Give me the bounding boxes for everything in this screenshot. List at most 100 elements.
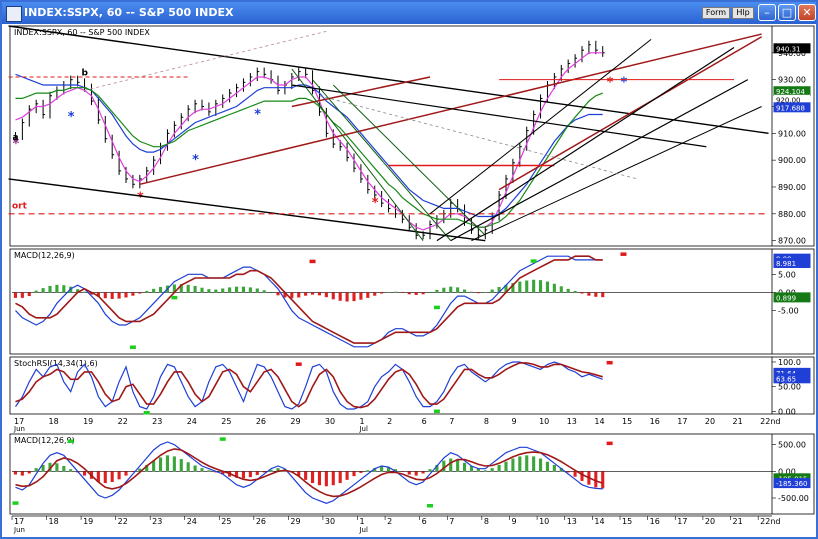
x-tick-label: 1 <box>359 517 364 526</box>
histogram-bar <box>352 292 356 302</box>
histogram-bar <box>469 291 474 293</box>
histogram-bar <box>469 466 474 472</box>
price-label-box <box>773 43 811 54</box>
series-line-0 <box>15 361 603 410</box>
price-label-box <box>773 292 811 303</box>
histogram-bar <box>262 290 266 293</box>
help-button[interactable]: Hlp <box>732 7 754 19</box>
histogram-bar <box>338 471 342 484</box>
x-tick-label-mid: 30 <box>325 417 335 426</box>
signal-marker <box>219 437 226 441</box>
histogram-bar <box>193 285 197 293</box>
x-tick-label: 7 <box>449 517 454 526</box>
x-tick-label: 22 <box>118 517 128 526</box>
uptrend-fan-1 <box>436 46 735 242</box>
histogram-bar <box>525 280 529 293</box>
x-tick-label-mid: 2 <box>387 417 392 426</box>
histogram-bar <box>283 292 287 298</box>
x-tick-label-mid: 1 <box>359 417 364 426</box>
histogram-bar <box>366 470 370 472</box>
form-button[interactable]: Form <box>702 7 730 19</box>
histogram-bar <box>186 284 190 293</box>
histogram-bar <box>297 471 301 477</box>
histogram-bar <box>366 292 370 298</box>
signal-marker <box>295 362 302 366</box>
histogram-bar <box>414 292 418 295</box>
x-month-label-mid: Jul <box>358 425 368 433</box>
y-tick-label: 930.00 <box>778 76 806 85</box>
x-tick-label-mid: 7 <box>449 417 454 426</box>
histogram-bar <box>573 471 577 477</box>
histogram-bar <box>269 292 273 293</box>
x-tick-label: 29 <box>290 517 300 526</box>
histogram-bar <box>518 281 522 293</box>
histogram-bar <box>483 470 487 472</box>
histogram-bar <box>152 460 156 472</box>
green-trend-2 <box>312 79 452 241</box>
signal-marker <box>143 411 150 415</box>
y-tick-label: 50.00 <box>778 383 801 392</box>
histogram-bar <box>428 292 432 293</box>
x-tick-label-mid: 29 <box>290 417 300 426</box>
histogram-bar <box>138 292 142 294</box>
annotation: * <box>137 191 144 206</box>
maximize-button[interactable]: □ <box>778 4 796 21</box>
histogram-bar <box>69 469 73 472</box>
histogram-bar <box>234 471 239 478</box>
price-label: 8.981 <box>776 260 796 268</box>
app-icon[interactable] <box>6 6 22 22</box>
histogram-bar <box>145 464 149 472</box>
y-tick-label: -5.00 <box>778 307 799 316</box>
histogram-bar <box>179 284 183 293</box>
histogram-bar <box>462 289 467 293</box>
histogram-bar <box>310 292 315 295</box>
green-trend-3 <box>332 84 486 236</box>
title-bar: INDEX:SSPX, 60 -- S&P 500 INDEX Form Hlp… <box>2 2 816 24</box>
histogram-bar <box>241 471 246 479</box>
signal-marker <box>129 345 136 349</box>
histogram-bar <box>317 292 322 296</box>
y-tick-label: 890.00 <box>778 183 806 192</box>
histogram-bar <box>110 471 114 482</box>
x-tick-label-mid: 13 <box>567 417 577 426</box>
histogram-bar <box>186 462 190 472</box>
annotation: * <box>68 110 75 125</box>
red-channel-upper <box>498 36 763 191</box>
minimize-button[interactable]: – <box>758 4 776 21</box>
annotation: * <box>254 108 261 123</box>
x-tick-label-mid: 25 <box>221 417 231 426</box>
y-tick-label: -500.00 <box>778 494 809 503</box>
histogram-bar <box>152 288 156 293</box>
histogram-bar <box>276 468 280 472</box>
histogram-bar <box>48 462 52 472</box>
series-line-1 <box>15 448 603 498</box>
histogram-bar <box>110 292 114 299</box>
histogram-bar <box>559 286 563 293</box>
histogram-bar <box>380 292 384 294</box>
histogram-bar <box>331 292 335 300</box>
histogram-bar <box>13 471 18 475</box>
histogram-bar <box>386 292 391 293</box>
signal-marker <box>427 504 433 508</box>
histogram-bar <box>545 461 550 472</box>
histogram-bar <box>179 459 183 472</box>
y-tick-label: 5.00 <box>778 270 796 279</box>
left-label: ort <box>12 201 28 211</box>
panel-frame <box>9 248 815 355</box>
histogram-bar <box>124 292 128 298</box>
x-tick-label-mid: 14 <box>594 417 604 426</box>
x-tick-label-mid: 17 <box>677 417 687 426</box>
series-line-1 <box>15 255 603 344</box>
histogram-bar <box>331 471 335 486</box>
x-tick-label: 9 <box>511 517 516 526</box>
x-tick-label: 25 <box>221 517 231 526</box>
x-tick-label-mid: 18 <box>49 417 59 426</box>
signal-marker <box>433 305 440 310</box>
histogram-bar <box>221 471 225 475</box>
close-button[interactable]: ✕ <box>798 4 816 21</box>
histogram-bar <box>462 462 467 472</box>
histogram-bar <box>255 288 259 293</box>
histogram-bar <box>255 471 259 476</box>
x-tick-label-mid: 21 <box>733 417 743 426</box>
x-axis: 1717181819192222232324242525262629293030… <box>11 417 781 534</box>
